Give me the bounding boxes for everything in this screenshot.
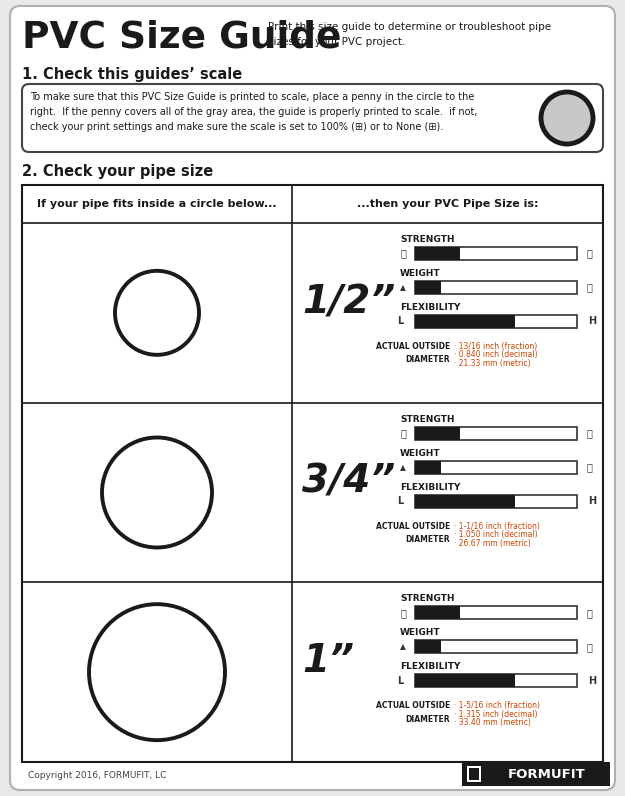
Text: ▲: ▲ [400, 642, 406, 651]
Text: FLEXIBILITY: FLEXIBILITY [400, 662, 461, 671]
Bar [469, 768, 479, 780]
Text: ▲: ▲ [400, 283, 406, 292]
Text: · 1-5/16 inch (fraction): · 1-5/16 inch (fraction) [454, 701, 540, 710]
Text: · 26.67 mm (metric): · 26.67 mm (metric) [454, 539, 531, 548]
Text: 1. Check this guides’ scale: 1. Check this guides’ scale [22, 67, 242, 82]
Text: 🛍: 🛍 [586, 642, 592, 652]
Text: 3/4”: 3/4” [302, 462, 395, 501]
Bar [415, 674, 516, 687]
Bar [467, 766, 481, 782]
Text: ...then your PVC Pipe Size is:: ...then your PVC Pipe Size is: [357, 199, 538, 209]
Circle shape [89, 604, 225, 740]
Text: FORMUFIT: FORMUFIT [508, 768, 586, 782]
Text: FLEXIBILITY: FLEXIBILITY [400, 482, 461, 492]
Text: To make sure that this PVC Size Guide is printed to scale, place a penny in the : To make sure that this PVC Size Guide is… [30, 92, 478, 132]
Text: 🛍: 🛍 [586, 462, 592, 472]
Bar [462, 762, 610, 786]
Text: L: L [397, 317, 403, 326]
Text: · 21.33 mm (metric): · 21.33 mm (metric) [454, 359, 531, 368]
Text: 🛍: 🛍 [586, 283, 592, 292]
Bar [415, 461, 577, 474]
Text: L: L [397, 496, 403, 506]
Text: Print this size guide to determine or troubleshoot pipe
sizes for your PVC proje: Print this size guide to determine or tr… [268, 22, 551, 47]
Text: ⛓: ⛓ [400, 248, 406, 259]
Bar [415, 247, 461, 260]
Bar [415, 494, 577, 508]
Text: ACTUAL OUTSIDE
DIAMETER: ACTUAL OUTSIDE DIAMETER [376, 342, 450, 365]
Bar [415, 247, 577, 260]
Bar [415, 607, 577, 619]
Text: · 1.315 inch (decimal): · 1.315 inch (decimal) [454, 710, 538, 719]
Text: · 33.40 mm (metric): · 33.40 mm (metric) [454, 718, 531, 728]
Text: STRENGTH: STRENGTH [400, 415, 454, 423]
Text: ⛓: ⛓ [400, 608, 406, 618]
Text: ⛓: ⛓ [586, 248, 592, 259]
Text: H: H [588, 676, 596, 686]
Text: · 1.050 inch (decimal): · 1.050 inch (decimal) [454, 530, 538, 539]
Text: ACTUAL OUTSIDE
DIAMETER: ACTUAL OUTSIDE DIAMETER [376, 701, 450, 724]
Bar [415, 640, 441, 654]
Text: STRENGTH: STRENGTH [400, 595, 454, 603]
Text: H: H [588, 317, 596, 326]
Bar [415, 607, 461, 619]
Text: WEIGHT: WEIGHT [400, 628, 441, 638]
FancyBboxPatch shape [22, 84, 603, 152]
Text: H: H [588, 496, 596, 506]
Bar [415, 315, 516, 328]
Bar [415, 494, 516, 508]
Text: FLEXIBILITY: FLEXIBILITY [400, 303, 461, 312]
Bar [415, 427, 577, 439]
FancyBboxPatch shape [10, 6, 615, 790]
Text: · 1-1/16 inch (fraction): · 1-1/16 inch (fraction) [454, 521, 540, 531]
Text: ⛓: ⛓ [586, 608, 592, 618]
Text: ACTUAL OUTSIDE
DIAMETER: ACTUAL OUTSIDE DIAMETER [376, 521, 450, 544]
Bar [415, 315, 577, 328]
Text: WEIGHT: WEIGHT [400, 269, 441, 278]
Bar [415, 461, 441, 474]
Text: 1/2”: 1/2” [302, 283, 395, 321]
Circle shape [541, 92, 593, 144]
Text: Copyright 2016, FORMUFIT, LC: Copyright 2016, FORMUFIT, LC [28, 771, 166, 779]
Text: ⛓: ⛓ [400, 428, 406, 438]
Circle shape [115, 271, 199, 355]
Text: L: L [397, 676, 403, 686]
Bar [415, 674, 577, 687]
Text: If your pipe fits inside a circle below...: If your pipe fits inside a circle below.… [38, 199, 277, 209]
Bar [415, 281, 577, 294]
Text: STRENGTH: STRENGTH [400, 235, 454, 244]
Text: WEIGHT: WEIGHT [400, 449, 441, 458]
Bar [415, 640, 577, 654]
Bar [22, 185, 603, 762]
Bar [415, 427, 461, 439]
Text: ⛓: ⛓ [586, 428, 592, 438]
Text: PVC Size Guide: PVC Size Guide [22, 20, 341, 56]
Text: ▲: ▲ [400, 462, 406, 472]
Text: · 0.840 inch (decimal): · 0.840 inch (decimal) [454, 350, 538, 360]
Text: · 13/16 inch (fraction): · 13/16 inch (fraction) [454, 342, 538, 351]
Text: 2. Check your pipe size: 2. Check your pipe size [22, 164, 213, 179]
Circle shape [102, 438, 212, 548]
Bar [415, 281, 441, 294]
Text: 1”: 1” [302, 642, 354, 681]
